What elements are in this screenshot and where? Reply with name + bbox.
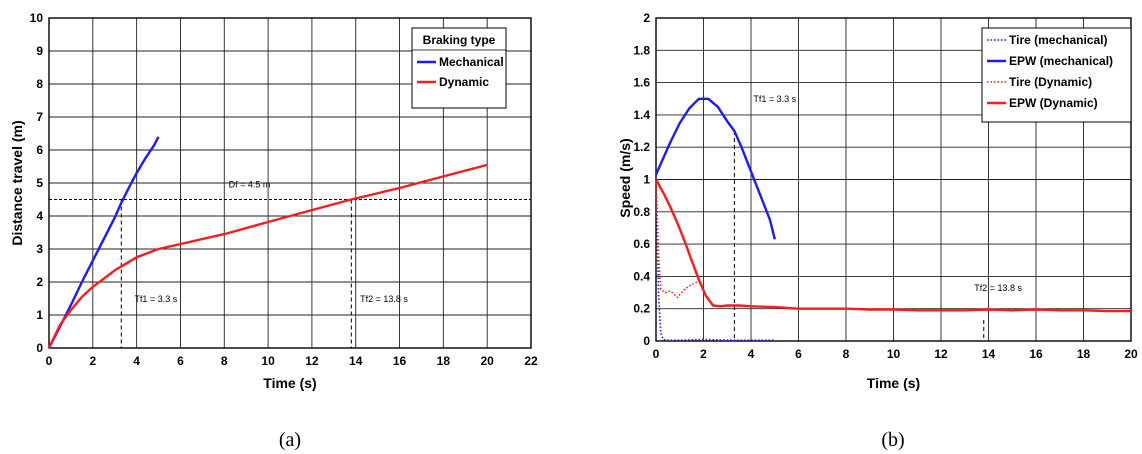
x-tick-label: 22 — [524, 354, 538, 368]
series-line-1 — [655, 179, 775, 342]
y-tick-label: 8 — [36, 77, 43, 91]
x-tick-label: 16 — [393, 354, 407, 368]
x-axis-label: Time (s) — [263, 375, 316, 391]
x-tick-label: 18 — [1077, 347, 1091, 361]
legend-entry: EPW (Dynamic) — [1009, 96, 1098, 110]
legend-entry: Mechanical — [439, 55, 504, 69]
x-tick-label: 18 — [437, 354, 451, 368]
x-tick-label: 4 — [748, 347, 755, 361]
y-tick-label: 1 — [643, 173, 650, 187]
x-tick-label: 8 — [843, 347, 850, 361]
panel-label: (a) — [279, 429, 301, 451]
series-line-2 — [47, 163, 488, 349]
series-line-2 — [654, 97, 776, 240]
y-tick-label: 2 — [36, 275, 43, 289]
legend-title: Braking type — [423, 33, 496, 47]
tf1-annotation: Tf1 = 3.3 s — [753, 94, 796, 104]
y-tick-label: 0.4 — [633, 269, 650, 283]
series-line-1 — [47, 136, 160, 349]
y-tick-label: 7 — [36, 110, 43, 124]
series-line-4 — [654, 178, 1131, 313]
legend-entry: Dynamic — [439, 75, 489, 89]
x-tick-label: 8 — [221, 354, 228, 368]
legend-entry: Tire (Dynamic) — [1009, 75, 1092, 89]
x-tick-label: 20 — [1124, 347, 1138, 361]
x-tick-label: 6 — [177, 354, 184, 368]
x-tick-label: 16 — [1029, 347, 1043, 361]
tf2-annotation: Tf2 = 13.8 s — [974, 283, 1022, 293]
y-axis-label: Speed (m/s) — [617, 138, 633, 217]
y-axis-label: Distance travel (m) — [9, 120, 25, 245]
y-tick-label: 1.8 — [633, 43, 650, 57]
legend-entry: EPW (mechanical) — [1009, 54, 1113, 68]
y-tick-label: 0 — [36, 341, 43, 355]
x-tick-label: 10 — [887, 347, 901, 361]
x-tick-label: 0 — [653, 347, 660, 361]
x-tick-label: 4 — [133, 354, 140, 368]
df-annotation: Df = 4.5 m — [229, 180, 271, 190]
y-tick-label: 1.6 — [633, 76, 650, 90]
y-tick-label: 0.2 — [633, 302, 650, 316]
y-tick-label: 3 — [36, 242, 43, 256]
y-tick-label: 0.6 — [633, 237, 650, 251]
y-tick-label: 2 — [643, 11, 650, 25]
y-tick-label: 10 — [30, 11, 44, 25]
y-tick-label: 5 — [36, 176, 43, 190]
y-tick-label: 1 — [36, 308, 43, 322]
x-tick-label: 10 — [261, 354, 275, 368]
legend-entry: Tire (mechanical) — [1009, 33, 1107, 47]
x-tick-label: 14 — [982, 347, 996, 361]
y-tick-label: 1.2 — [633, 140, 650, 154]
series-line-3 — [655, 179, 700, 299]
x-tick-label: 6 — [795, 347, 802, 361]
panel-label: (b) — [881, 429, 904, 451]
plot-frame — [48, 17, 532, 349]
x-axis-label: Time (s) — [867, 375, 920, 391]
legend-box — [411, 27, 507, 109]
y-tick-label: 6 — [36, 143, 43, 157]
x-tick-label: 14 — [349, 354, 363, 368]
y-tick-label: 0 — [643, 334, 650, 348]
chart-b-speed: 0 2 4 6 8 10 12 14 16 18 20 0 0.2 0.4 0.6 0.8 1 1.2 1.4 1.6… — [617, 11, 1138, 451]
y-tick-label: 0.8 — [633, 205, 650, 219]
x-tick-label: 2 — [89, 354, 96, 368]
y-tick-label: 9 — [36, 44, 43, 58]
legend-box — [981, 27, 1132, 123]
x-tick-label: 20 — [481, 354, 495, 368]
tf1-annotation: Tf1 = 3.3 s — [134, 294, 177, 304]
x-tick-label: 12 — [305, 354, 319, 368]
x-tick-label: 12 — [934, 347, 948, 361]
x-tick-label: 2 — [700, 347, 707, 361]
tf2-annotation: Tf2 = 13.8 s — [360, 294, 408, 304]
x-tick-label: 0 — [46, 354, 53, 368]
y-tick-label: 1.4 — [633, 108, 650, 122]
y-tick-label: 4 — [36, 209, 43, 223]
